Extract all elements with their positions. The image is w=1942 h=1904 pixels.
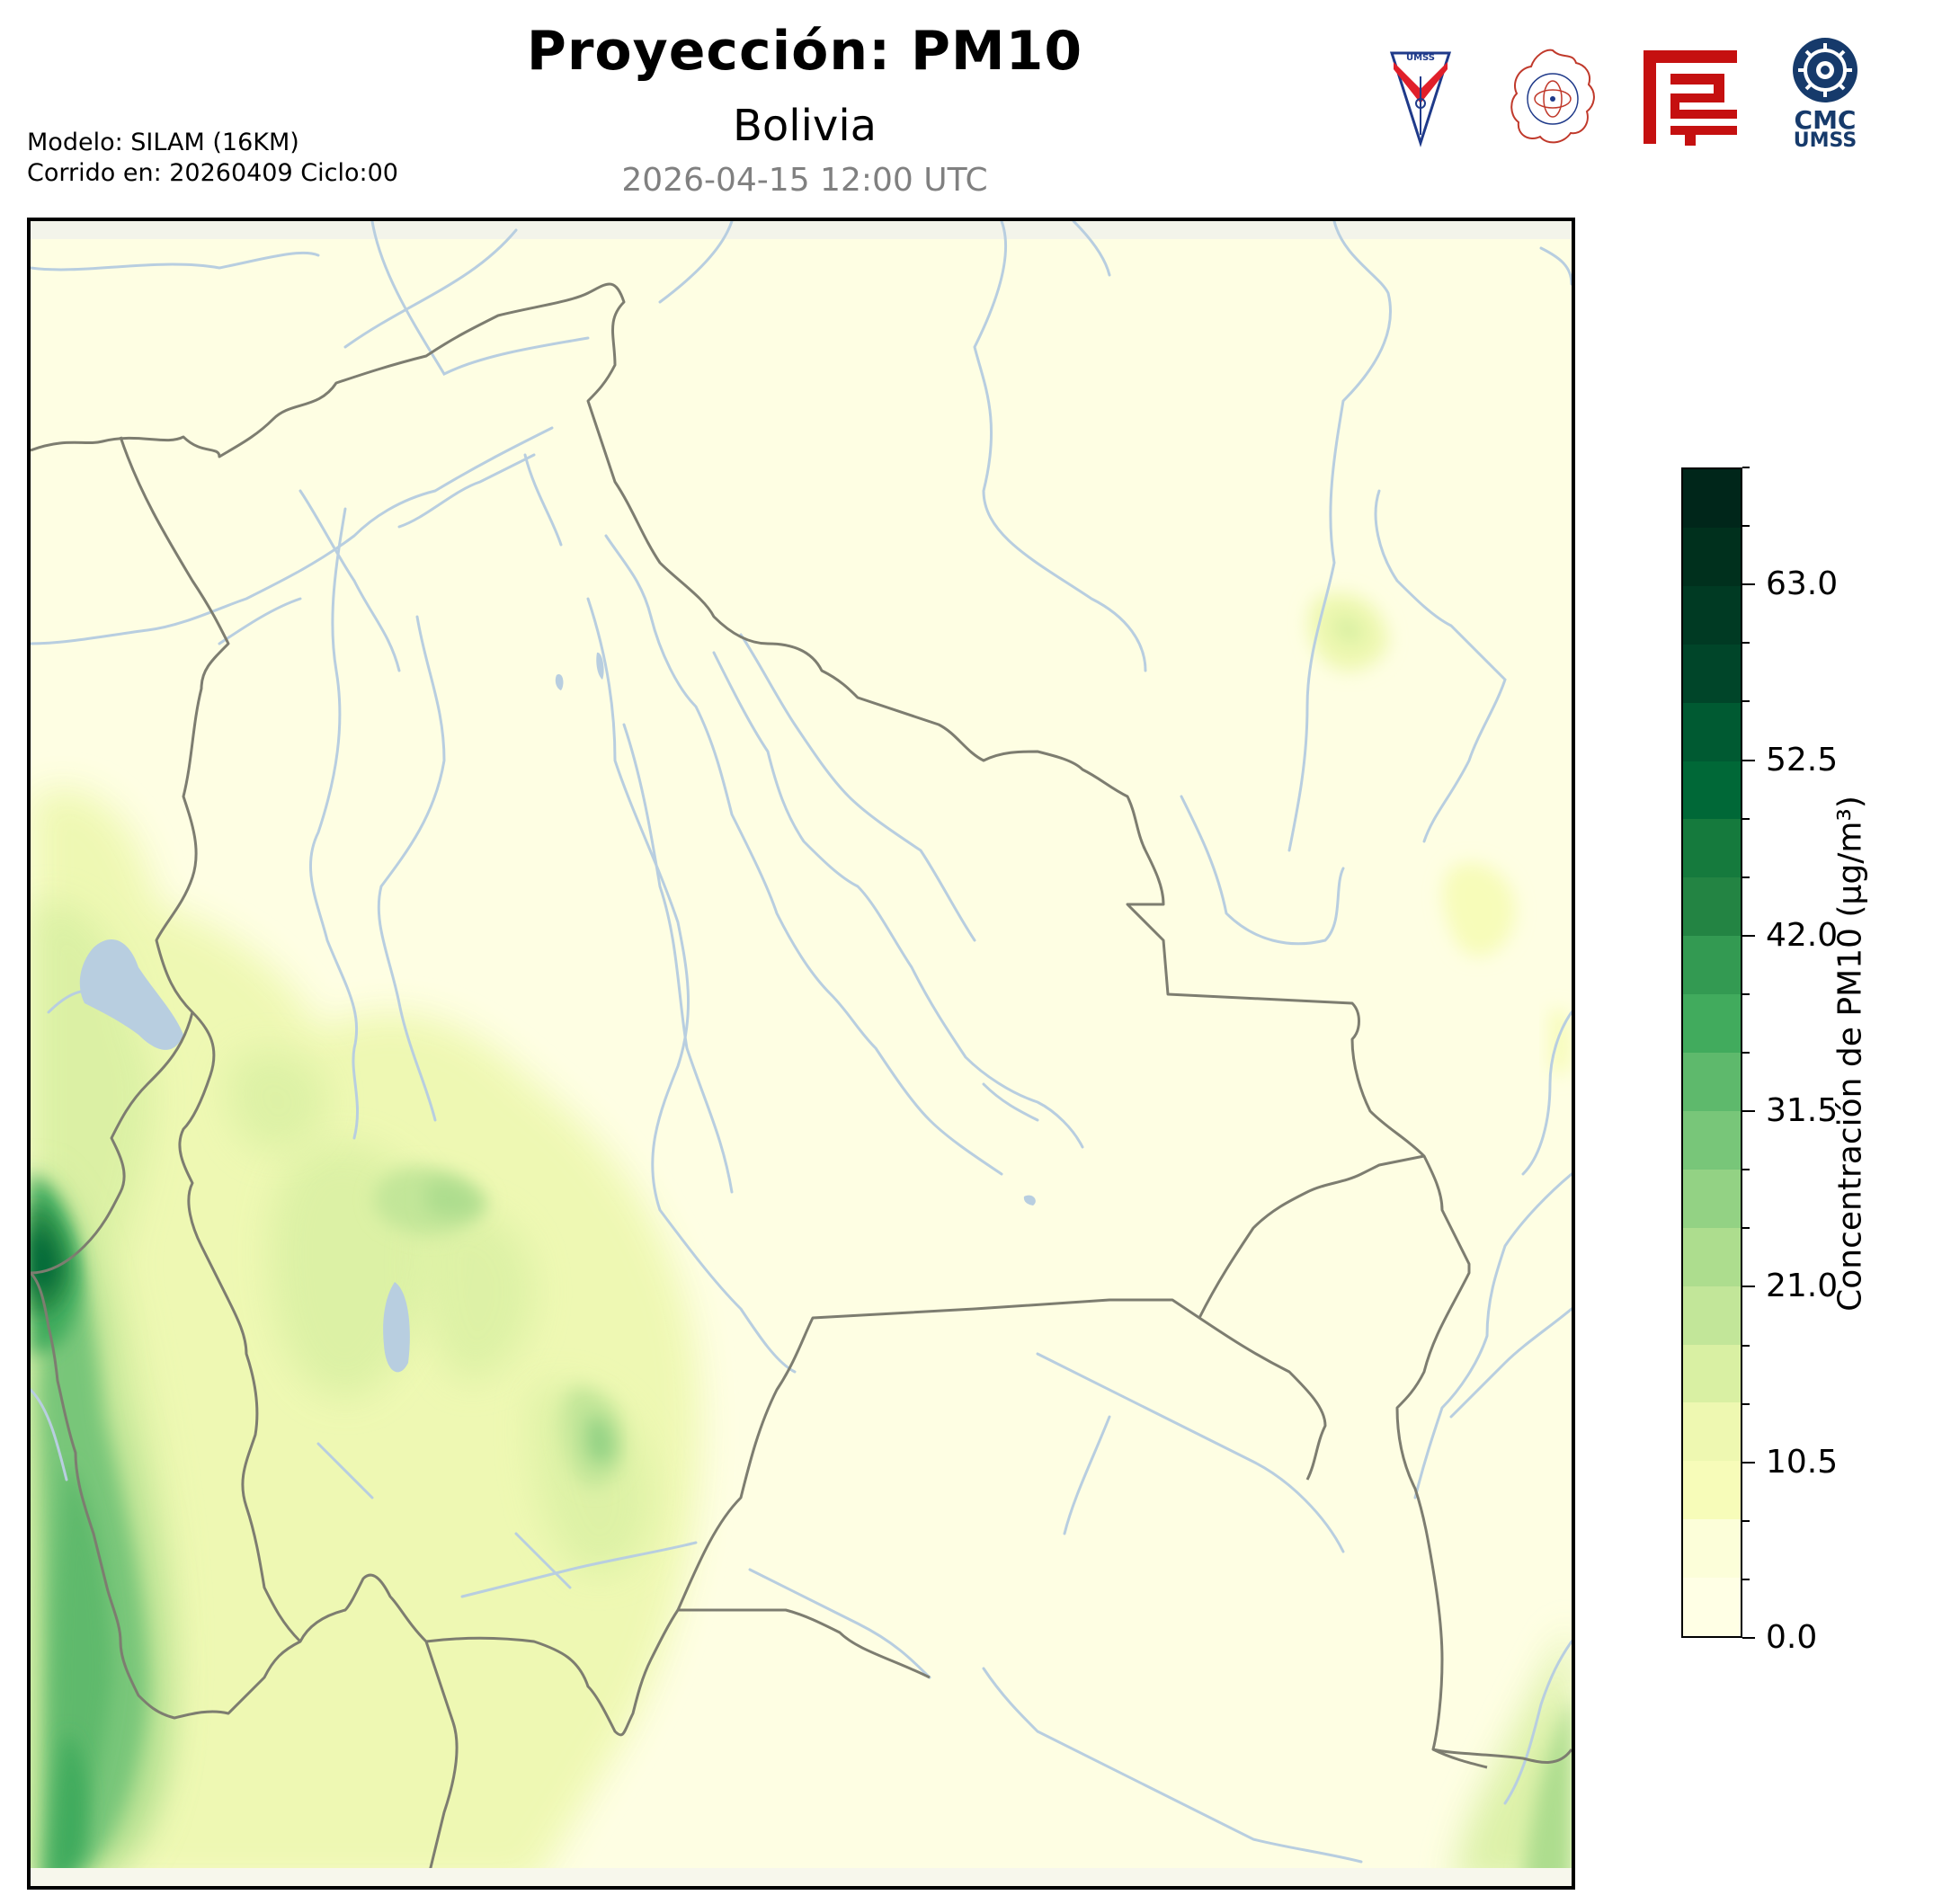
lake-titicaca xyxy=(79,939,183,1050)
colorbar-segment xyxy=(1683,585,1741,645)
colorbar-segment xyxy=(1683,1460,1741,1520)
colorbar-major-tick xyxy=(1742,759,1755,761)
rivers xyxy=(31,221,1572,1864)
pm10-colorbar xyxy=(1681,467,1742,1638)
map-bottom-margin xyxy=(31,1868,1572,1886)
colorbar-segment xyxy=(1683,1344,1741,1403)
bolivia-border xyxy=(31,282,1572,1764)
colorbar-minor-tick xyxy=(1742,642,1750,645)
forecast-datetime: 2026-04-15 12:00 UTC xyxy=(621,162,988,199)
colorbar-segment xyxy=(1683,1401,1741,1462)
colorbar-minor-tick xyxy=(1742,700,1750,703)
colorbar-tick-label: 31.5 xyxy=(1766,1092,1839,1130)
colorbar-minor-tick xyxy=(1742,1052,1750,1054)
colorbar-label: Concentración de PM10 (μg/m³) xyxy=(1831,796,1869,1312)
model-info: Modelo: SILAM (16KM) Corrido en: 2026040… xyxy=(27,128,398,189)
colorbar-minor-tick xyxy=(1742,1578,1750,1580)
colorbar-major-tick xyxy=(1742,1286,1755,1288)
colorbar-tick-label: 63.0 xyxy=(1766,565,1839,603)
colorbar-major-tick xyxy=(1742,1637,1755,1639)
colorbar-tick-label: 52.5 xyxy=(1766,741,1839,779)
colorbar-minor-tick xyxy=(1742,1402,1750,1405)
map-title: Proyección: PM10 xyxy=(526,20,1083,83)
pm10-concentration-field xyxy=(31,592,1572,1886)
colorbar-segment xyxy=(1683,876,1741,937)
colorbar-segment xyxy=(1683,1227,1741,1286)
run-info: Corrido en: 20260409 Ciclo:00 xyxy=(27,159,398,187)
umss-shield-logo: UMSS xyxy=(1389,49,1452,148)
colorbar-minor-tick xyxy=(1742,467,1750,468)
colorbar-segment xyxy=(1683,761,1741,820)
country-borders xyxy=(31,282,1572,1886)
cmc-logo-text: CMC xyxy=(1794,105,1857,135)
colorbar-major-tick xyxy=(1742,583,1755,586)
colorbar-segment xyxy=(1683,935,1741,995)
umss-logo-text: UMSS xyxy=(1405,53,1436,63)
colorbar-minor-tick xyxy=(1742,1344,1750,1347)
colorbar-tick-label: 21.0 xyxy=(1766,1268,1839,1305)
colorbar-segment xyxy=(1683,1577,1741,1636)
colorbar-minor-tick xyxy=(1742,876,1750,878)
map-canvas xyxy=(31,221,1572,1886)
model-name: Modelo: SILAM (16KM) xyxy=(27,129,299,156)
colorbar-minor-tick xyxy=(1742,1227,1750,1230)
colorbar-segment xyxy=(1683,468,1741,528)
pm10-map xyxy=(27,218,1575,1890)
colorbar-segment xyxy=(1683,1286,1741,1345)
colorbar-segment xyxy=(1683,818,1741,878)
colorbar-segment xyxy=(1683,702,1741,761)
map-top-margin xyxy=(31,221,1572,239)
colorbar-segment xyxy=(1683,1169,1741,1228)
colorbar-segment xyxy=(1683,527,1741,586)
lakes xyxy=(79,652,1036,1373)
colorbar-tick-label: 10.5 xyxy=(1766,1443,1839,1481)
bolivia-southwest-border xyxy=(31,1271,931,1737)
colorbar-major-tick xyxy=(1742,1461,1755,1464)
colorbar-minor-tick xyxy=(1742,525,1750,528)
colorbar-minor-tick xyxy=(1742,992,1750,995)
colorbar-minor-tick xyxy=(1742,817,1750,820)
colorbar-segment xyxy=(1683,1110,1741,1170)
physics-department-seal-logo xyxy=(1506,47,1600,150)
colorbar-segment xyxy=(1683,1518,1741,1579)
colorbar-tick-label: 0.0 xyxy=(1766,1619,1818,1656)
colorbar-segment xyxy=(1683,993,1741,1053)
cmc-gear-icon xyxy=(1793,38,1857,102)
faculty-red-logo xyxy=(1644,50,1738,147)
colorbar-minor-tick xyxy=(1742,1519,1750,1522)
colorbar-minor-tick xyxy=(1742,1169,1750,1171)
colorbar-major-tick xyxy=(1742,1110,1755,1113)
colorbar-major-tick xyxy=(1742,934,1755,937)
colorbar-segment xyxy=(1683,1052,1741,1111)
lake-poopo xyxy=(383,1282,410,1373)
cmc-umss-logo-text: UMSS xyxy=(1793,129,1857,152)
colorbar-segment xyxy=(1683,644,1741,703)
cmc-umss-logo: CMC UMSS xyxy=(1789,36,1861,157)
colorbar-tick-label: 42.0 xyxy=(1766,916,1839,954)
map-subtitle: Bolivia xyxy=(732,101,877,151)
